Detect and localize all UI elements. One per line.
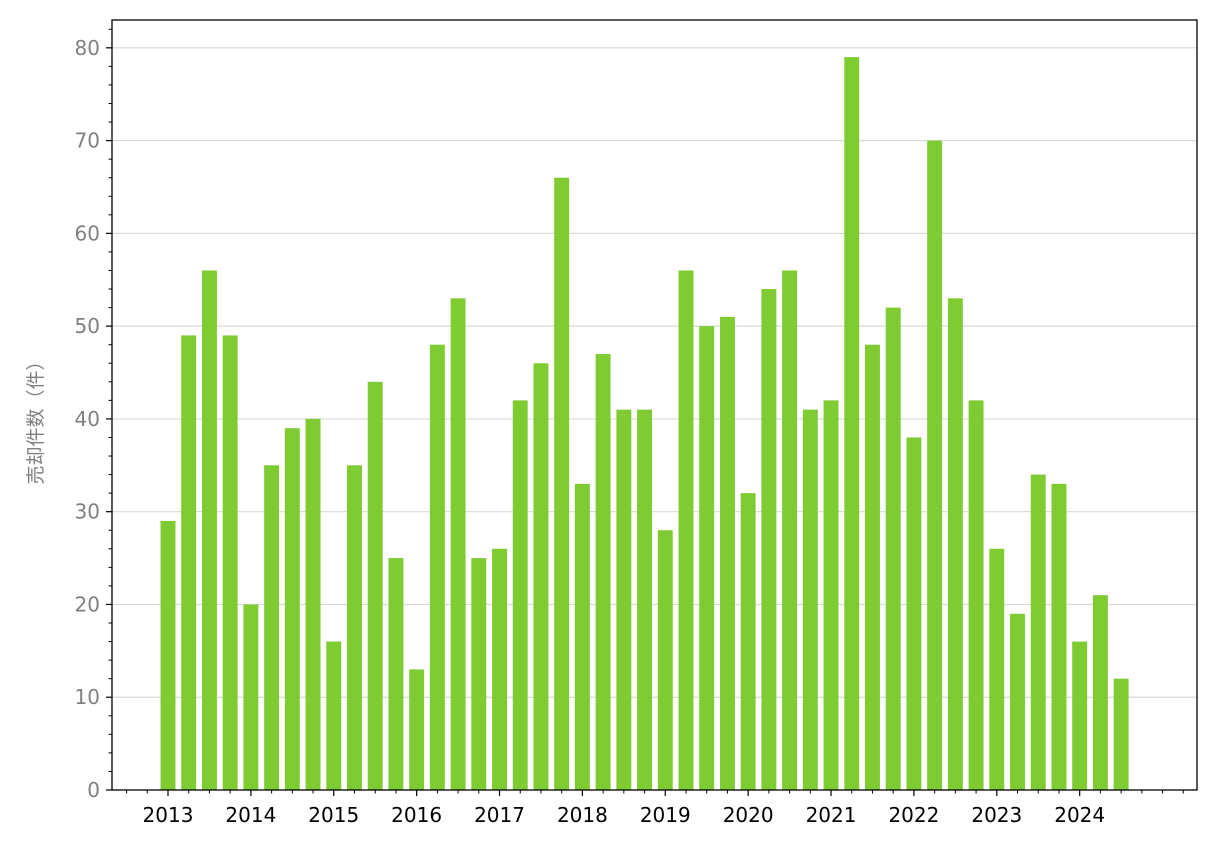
- x-tick-label: 2016: [391, 803, 442, 827]
- bar-2022Q3: [947, 298, 963, 790]
- bar-2013Q3: [201, 270, 217, 790]
- bar-2017Q3: [533, 363, 549, 790]
- bar-2015Q2: [347, 465, 362, 790]
- x-tick-label: 2013: [143, 803, 194, 827]
- x-tick-label: 2020: [723, 803, 774, 827]
- bar-2019Q4: [719, 316, 735, 790]
- bar-2024Q3: [1113, 678, 1129, 790]
- bars: [160, 57, 1129, 791]
- bar-2023Q2: [1010, 613, 1025, 790]
- bar-2017Q4: [554, 177, 570, 791]
- bar-2015Q4: [388, 558, 404, 790]
- bar-2014Q1: [243, 604, 259, 790]
- x-axis: 2013 2014 2015 2016 2017 2018 2019 2020 2021 2022…: [126, 790, 1184, 827]
- x-tick-label: 2018: [557, 803, 608, 827]
- bar-2022Q2: [927, 140, 943, 790]
- bar-2019Q3: [699, 326, 715, 790]
- bar-2017Q1: [492, 548, 507, 790]
- bar-2018Q4: [637, 409, 653, 790]
- bar-2024Q1: [1072, 641, 1088, 790]
- bar-2014Q2: [264, 465, 280, 790]
- y-tick-label: 50: [75, 314, 100, 338]
- bar-2023Q4: [1051, 483, 1067, 790]
- bar-2020Q1: [740, 493, 756, 790]
- y-tick-label: 30: [75, 500, 100, 524]
- bar-2013Q1: [160, 520, 176, 790]
- y-tick-label: 70: [75, 129, 100, 153]
- y-tick-label: 20: [75, 592, 100, 616]
- y-axis-label: 売却件数（件）: [25, 351, 47, 484]
- bar-2023Q3: [1030, 474, 1046, 790]
- bar-2016Q3: [450, 298, 466, 790]
- bar-2014Q3: [284, 428, 300, 790]
- y-tick-label: 40: [75, 407, 100, 431]
- y-tick-label: 60: [75, 221, 100, 245]
- bar-2016Q4: [471, 558, 487, 790]
- x-tick-label: 2015: [308, 803, 359, 827]
- bar-2024Q2: [1092, 595, 1108, 790]
- bar-2018Q3: [616, 409, 632, 790]
- y-tick-label: 0: [87, 778, 100, 802]
- bar-2019Q2: [678, 270, 694, 790]
- bar-2015Q3: [367, 381, 383, 790]
- y-tick-label: 10: [75, 685, 100, 709]
- bar-2021Q3: [865, 344, 880, 790]
- y-tick-label: 80: [75, 36, 100, 60]
- x-tick-label: 2021: [806, 803, 857, 827]
- plot-frame: [111, 19, 1198, 791]
- bar-2017Q2: [512, 400, 528, 790]
- bar-2020Q2: [761, 289, 777, 790]
- bar-2022Q4: [968, 400, 984, 790]
- bar-2016Q2: [429, 344, 445, 790]
- y-axis: 0 10 20 30 40 50 60 70 80: [75, 28, 112, 802]
- bar-2013Q2: [181, 335, 197, 790]
- bar-2014Q4: [305, 418, 321, 790]
- x-tick-label: 2019: [640, 803, 691, 827]
- bar-2021Q1: [823, 400, 839, 790]
- bar-2016Q1: [409, 669, 425, 790]
- bar-2013Q4: [222, 335, 238, 790]
- x-tick-label: 2017: [474, 803, 525, 827]
- x-tick-label: 2014: [225, 803, 276, 827]
- bar-2019Q1: [657, 530, 673, 790]
- bar-2018Q2: [595, 353, 611, 790]
- bar-2023Q1: [989, 548, 1005, 790]
- bar-2020Q4: [802, 409, 818, 790]
- bar-2022Q1: [906, 437, 922, 790]
- x-tick-label: 2023: [971, 803, 1022, 827]
- bar-2018Q1: [574, 483, 590, 790]
- bar-2015Q1: [326, 641, 342, 790]
- x-tick-label: 2022: [888, 803, 939, 827]
- x-tick-label: 2024: [1054, 803, 1105, 827]
- bar-2021Q2: [844, 57, 860, 790]
- bar-2020Q3: [782, 270, 798, 790]
- bar-2021Q4: [885, 307, 901, 790]
